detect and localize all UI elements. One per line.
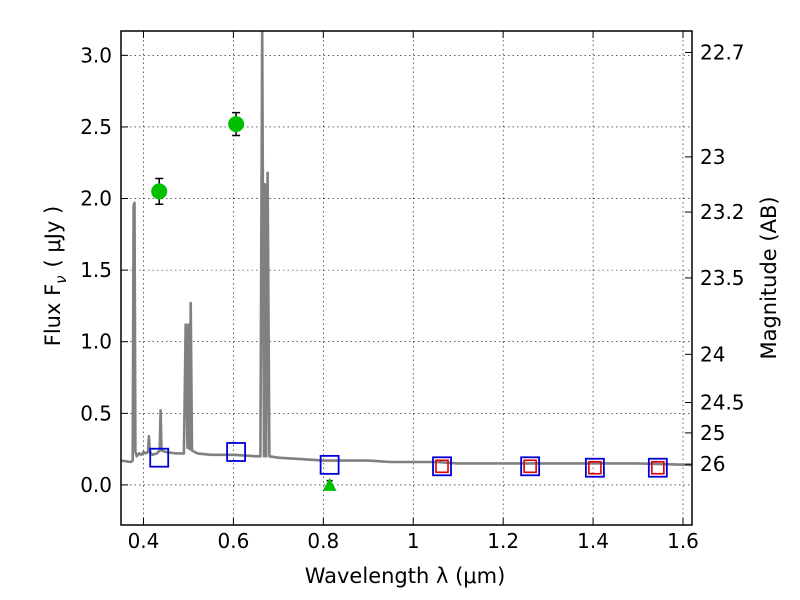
y-axis-label-subscript: ν (52, 275, 70, 283)
right-axis-label: Magnitude (AB) (757, 196, 781, 359)
x-tick-label: 0.4 (128, 529, 160, 553)
y-tick-label: 0.5 (80, 401, 112, 425)
y-tick-label: 3.0 (80, 43, 112, 67)
model-small-square (435, 459, 449, 474)
model-square (149, 447, 170, 468)
x-tick-label: 1 (407, 529, 420, 553)
right-tick-label: 24.5 (700, 391, 745, 415)
y-tick-label: 0.0 (80, 473, 112, 497)
x-tick-label: 0.6 (217, 529, 249, 553)
model-square (432, 456, 452, 477)
right-tick-label: 25 (700, 421, 725, 445)
right-tick-label: 26 (700, 452, 725, 476)
axis-ticks: 0.4 0.6 0.8 1 1.2 1.4 1.6 0.0 0.5 1.0 1.5 2.0 2.5 3.0… (80, 31, 745, 553)
right-tick-label: 23.5 (700, 266, 745, 290)
plot-frame (120, 30, 693, 526)
y-axis-label: Flux Fν ( μJy ) (41, 206, 70, 347)
spectrum-line (121, 31, 692, 467)
grid-lines (121, 31, 692, 525)
x-tick-label: 0.8 (307, 529, 339, 553)
plot-area (121, 31, 692, 491)
model-small-square (651, 460, 665, 475)
right-tick-label: 22.7 (700, 40, 745, 64)
y-tick-label: 2.5 (80, 115, 112, 139)
x-tick-label: 1.6 (667, 529, 699, 553)
right-tick-label: 24 (700, 342, 725, 366)
model-square (647, 457, 668, 478)
observed-point (151, 183, 168, 200)
y-tick-label: 2.0 (80, 187, 112, 211)
model-small-square (523, 459, 537, 474)
x-tick-label: 1.4 (577, 529, 609, 553)
observed-point (228, 116, 245, 133)
x-tick-label: 1.2 (487, 529, 519, 553)
upper-limit-marker (322, 477, 337, 491)
model-small-square (588, 460, 602, 475)
right-tick-label: 23 (700, 145, 725, 169)
right-tick-label: 23.2 (700, 200, 745, 224)
model-square (520, 456, 541, 477)
y-axis-label-unit: ( μJy ) (41, 206, 65, 268)
x-axis-label: Wavelength λ (μm) (305, 564, 506, 588)
y-axis-label-main: Flux F (41, 284, 65, 346)
model-square (584, 457, 605, 478)
model-square (226, 442, 246, 462)
y-tick-label: 1.0 (80, 330, 112, 354)
model-square (319, 454, 340, 475)
y-tick-label: 1.5 (80, 258, 112, 282)
